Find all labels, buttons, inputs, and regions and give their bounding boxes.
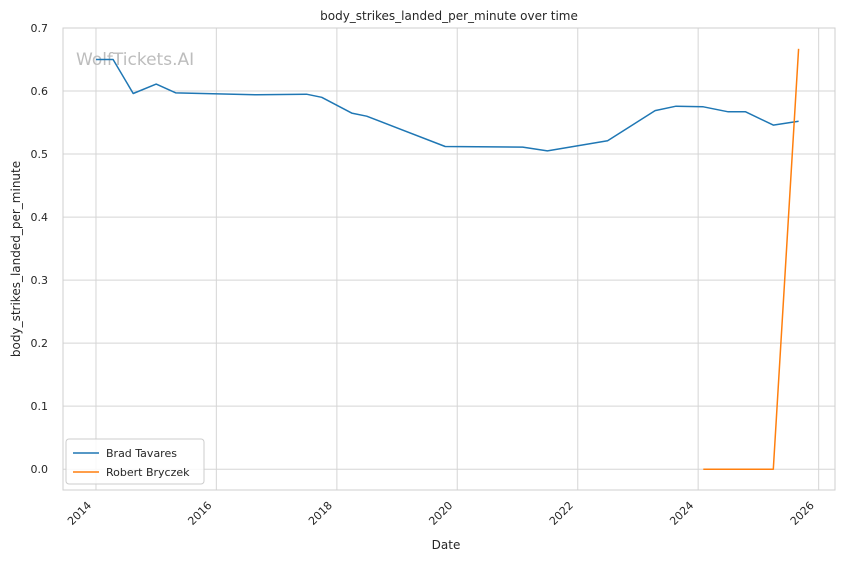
y-tick-label: 0.5 <box>31 148 49 161</box>
x-tick-label: 2022 <box>547 499 576 528</box>
y-tick-label: 0.7 <box>31 22 49 35</box>
y-tick-label: 0.0 <box>31 463 49 476</box>
x-axis-ticks: 2014 2016 2018 2020 2022 2024 2026 <box>65 499 817 528</box>
legend-label-0: Brad Tavares <box>106 447 177 460</box>
x-tick-label: 2026 <box>788 499 817 528</box>
y-tick-label: 0.2 <box>31 337 49 350</box>
x-tick-label: 2020 <box>426 499 455 528</box>
legend-label-1: Robert Bryczek <box>106 466 190 479</box>
y-tick-label: 0.4 <box>31 211 49 224</box>
y-tick-label: 0.3 <box>31 274 49 287</box>
series-line-0 <box>96 58 799 152</box>
plot-area <box>63 28 835 490</box>
y-tick-label: 0.1 <box>31 400 49 413</box>
x-axis-label: Date <box>432 538 461 552</box>
x-tick-label: 2018 <box>306 499 335 528</box>
watermark: WolfTickets.AI <box>76 50 194 70</box>
y-tick-label: 0.6 <box>31 85 49 98</box>
grid <box>63 27 835 490</box>
series-line-1 <box>703 48 800 470</box>
y-axis-ticks: 0.0 0.1 0.2 0.3 0.4 0.5 0.6 0.7 <box>31 22 49 476</box>
series-layer <box>96 48 800 470</box>
x-tick-label: 2014 <box>65 499 94 528</box>
x-tick-label: 2024 <box>667 499 696 528</box>
legend: Brad Tavares Robert Bryczek <box>65 438 205 485</box>
legend-box <box>65 438 205 485</box>
y-axis-label: body_strikes_landed_per_minute <box>9 161 23 357</box>
chart-title: body_strikes_landed_per_minute over time <box>320 9 578 23</box>
x-tick-label: 2016 <box>185 499 214 528</box>
plot-frame <box>62 27 836 491</box>
